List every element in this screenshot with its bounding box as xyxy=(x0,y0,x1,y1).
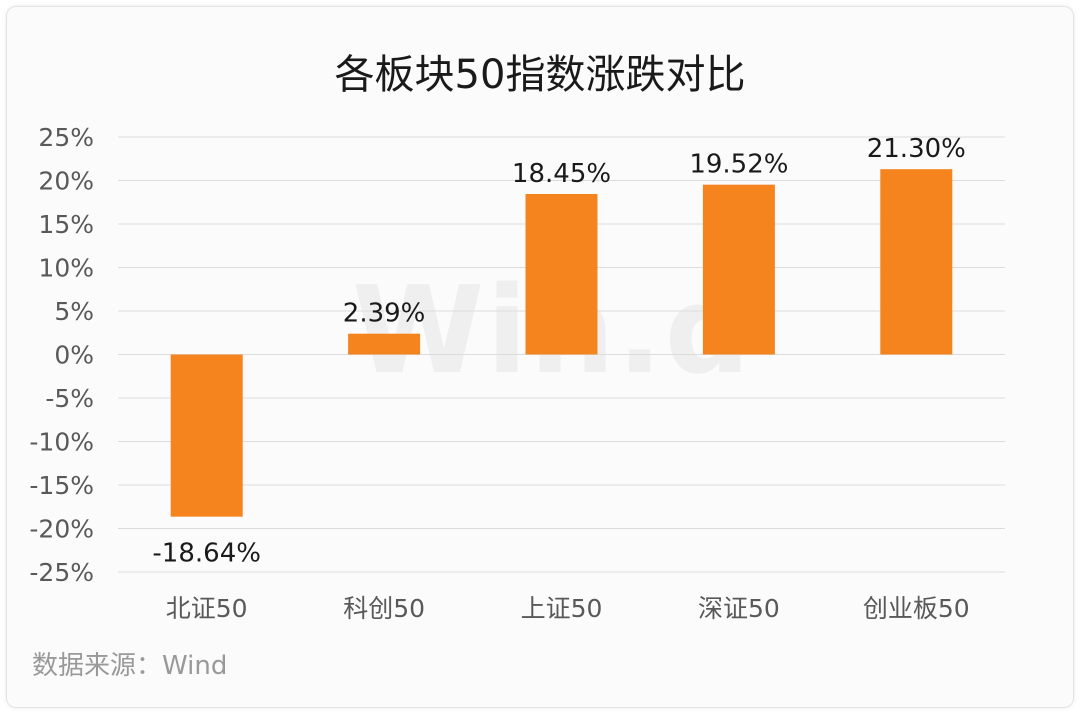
y-tick-label: 20% xyxy=(38,167,94,196)
y-tick-label: 0% xyxy=(54,341,94,370)
bar xyxy=(702,184,775,355)
y-tick-label: -10% xyxy=(29,428,94,457)
y-tick-label: -20% xyxy=(29,515,94,544)
bar xyxy=(170,354,243,517)
data-label: -18.64% xyxy=(152,539,261,569)
data-label: 21.30% xyxy=(867,134,966,164)
x-tick-label: 科创50 xyxy=(343,594,425,623)
data-label: 18.45% xyxy=(512,159,611,189)
data-label: 19.52% xyxy=(689,150,788,180)
data-labels: -18.64% 2.39% 18.45% 19.52% 21.30% xyxy=(152,134,965,568)
bar xyxy=(880,169,953,355)
y-tick-label: 5% xyxy=(54,297,94,326)
y-tick-label: 10% xyxy=(38,254,94,283)
y-tick-label: 15% xyxy=(38,210,94,239)
bar xyxy=(525,193,598,355)
x-axis-labels: 北证50 科创50 上证50 深证50 创业板50 xyxy=(166,594,970,623)
data-label: 2.39% xyxy=(343,299,426,329)
data-source: 数据来源：Wind xyxy=(32,651,228,681)
x-tick-label: 深证50 xyxy=(698,594,780,623)
x-tick-label: 上证50 xyxy=(521,594,603,623)
y-axis-ticks: 25% 20% 15% 10% 5% 0% -5% -10% -15% -20% -25% xyxy=(29,123,94,587)
bars xyxy=(170,169,953,517)
y-tick-label: 25% xyxy=(38,123,94,152)
y-tick-label: -25% xyxy=(29,558,94,587)
chart-title: 各板块50指数涨跌对比 xyxy=(334,52,746,98)
y-tick-label: -5% xyxy=(45,384,94,413)
bar xyxy=(348,333,421,355)
y-tick-label: -15% xyxy=(29,471,94,500)
x-tick-label: 北证50 xyxy=(166,594,248,623)
x-tick-label: 创业板50 xyxy=(863,594,970,623)
